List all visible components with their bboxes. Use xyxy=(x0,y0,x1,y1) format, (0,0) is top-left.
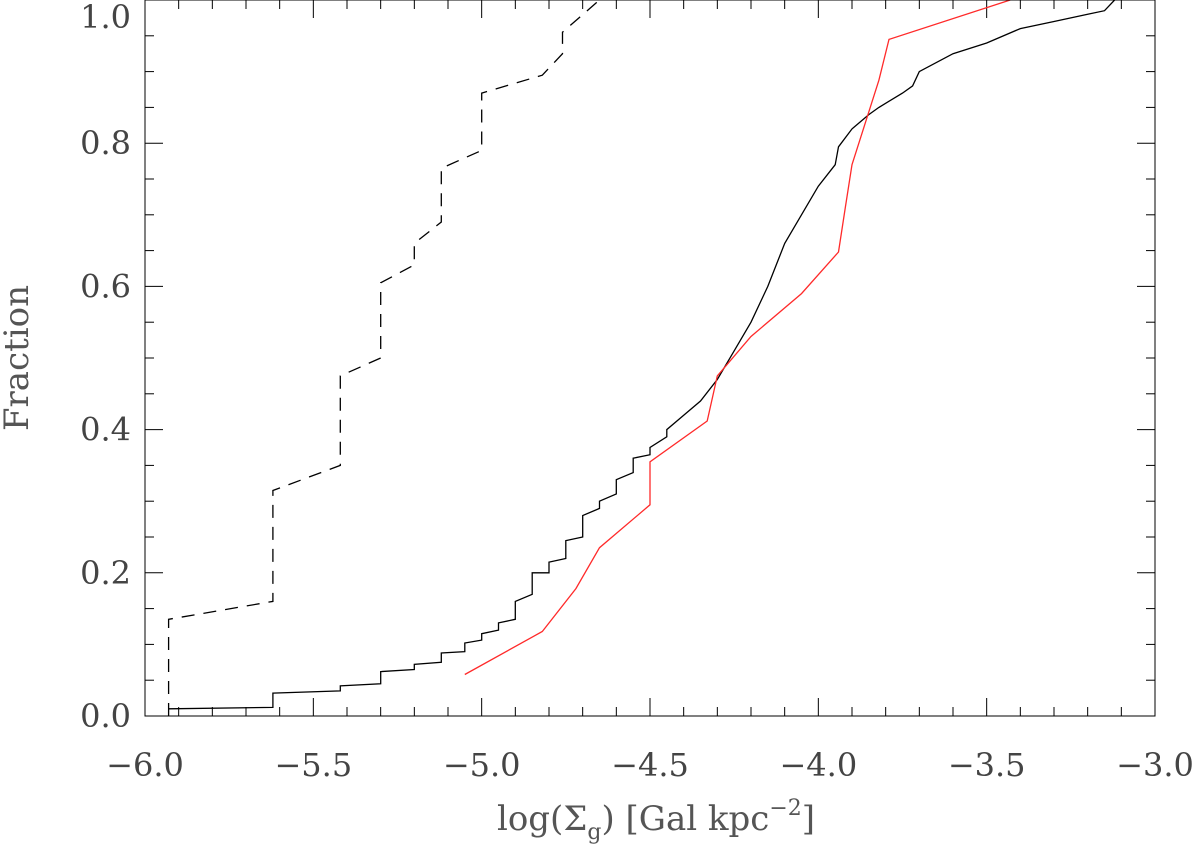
x-tick-label: −4.0 xyxy=(779,746,857,784)
x-tick-label: −6.0 xyxy=(106,746,184,784)
y-tick-label: 0.4 xyxy=(80,411,131,449)
x-title-superscript: −2 xyxy=(769,796,801,821)
x-title-suffix: ) [Gal kpc xyxy=(601,799,769,839)
series-line-1 xyxy=(167,0,600,716)
x-tick-label: −5.5 xyxy=(274,746,352,784)
x-title-close: ] xyxy=(802,799,815,839)
y-tick-label: 1.0 xyxy=(80,0,131,36)
series-lines xyxy=(167,0,1116,716)
y-tick-label: 0.6 xyxy=(80,267,131,305)
axis-ticks xyxy=(144,0,1156,717)
x-axis-title: log(Σg) [Gal kpc−2] xyxy=(497,796,815,845)
series-line-2 xyxy=(168,0,1116,710)
tick-labels: −6.0 −5.5 −5.0 −4.5 −4.0 −3.5 −3.0 0.0 0.2 0.4 0.6… xyxy=(80,0,1194,784)
x-tick-label: −4.5 xyxy=(611,746,689,784)
x-title-sigma: Σ xyxy=(563,799,587,839)
plot-frame xyxy=(144,0,1156,717)
y-axis-title: Fraction xyxy=(0,285,37,431)
x-tick-label: −3.0 xyxy=(1116,746,1194,784)
x-tick-label: −5.0 xyxy=(443,746,521,784)
x-title-prefix: log( xyxy=(497,799,563,839)
y-tick-label: 0.8 xyxy=(80,124,131,162)
series-line-3 xyxy=(464,0,1011,676)
y-tick-label: 0.2 xyxy=(80,554,131,592)
y-tick-label: 0.0 xyxy=(80,697,131,735)
x-tick-label: −3.5 xyxy=(948,746,1026,784)
x-title-subscript: g xyxy=(587,820,601,845)
